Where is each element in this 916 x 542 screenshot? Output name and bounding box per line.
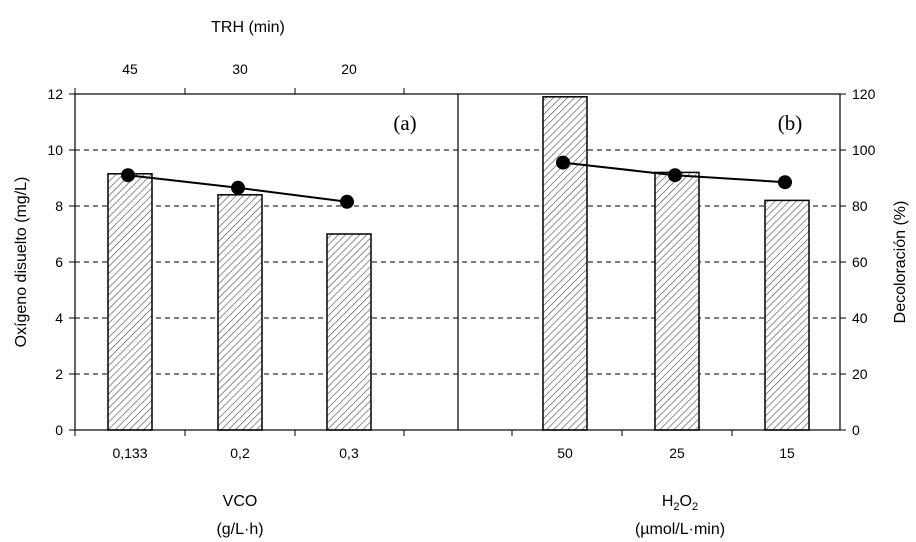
- x-category-label: 0,2: [230, 445, 250, 461]
- y-right-tick-label: 120: [852, 86, 876, 102]
- x-title-a-line1: VCO: [223, 493, 258, 510]
- x-title-b-h: H: [662, 493, 674, 510]
- x-title-b-sub2: 2: [692, 501, 698, 513]
- x-title-a-line2: (g/L·h): [216, 521, 263, 538]
- top-axis-title: TRH (min): [211, 19, 285, 36]
- bar: [542, 96, 588, 431]
- y-right-tick-label: 0: [852, 422, 860, 438]
- bar: [764, 199, 810, 431]
- axis-ticks: 0 0 2 20 4 40 6 60 8 80 10 100 12 120 0,133 0,2 0,3 50 25 1…: [47, 86, 875, 461]
- bar: [217, 194, 263, 431]
- data-point: [668, 168, 682, 183]
- x-title-b-line2: (µmol/L·min): [635, 521, 725, 538]
- y-left-tick-label: 6: [55, 254, 63, 270]
- data-point: [231, 180, 245, 195]
- top-axis-label-45: 45: [122, 61, 138, 77]
- y-right-tick-label: 100: [852, 142, 876, 158]
- x-category-label: 0,3: [339, 445, 359, 461]
- y-right-tick-label: 20: [852, 366, 868, 382]
- top-axis-label-30: 30: [232, 61, 248, 77]
- y-left-tick-label: 4: [55, 310, 63, 326]
- y-left-tick-label: 2: [55, 366, 63, 382]
- x-title-b-o: O: [680, 493, 692, 510]
- data-point: [121, 168, 135, 183]
- y-right-title: Decoloración (%): [892, 201, 909, 324]
- panel-label-b: (b): [778, 111, 803, 135]
- data-point: [556, 155, 570, 170]
- y-left-tick-label: 12: [47, 86, 63, 102]
- series-lines: [121, 155, 792, 209]
- bar: [107, 173, 153, 431]
- panel-label-a: (a): [393, 111, 416, 135]
- x-category-label: 0,133: [112, 445, 147, 461]
- y-left-tick-label: 10: [47, 142, 63, 158]
- data-point: [340, 194, 354, 209]
- x-title-b-line1: H2O2: [662, 493, 698, 513]
- y-right-tick-label: 60: [852, 254, 868, 270]
- y-left-tick-label: 0: [55, 422, 63, 438]
- bars: [107, 96, 810, 431]
- y-right-tick-label: 80: [852, 198, 868, 214]
- x-category-label: 25: [669, 445, 685, 461]
- x-title-b-sub1: 2: [673, 501, 679, 513]
- y-left-tick-label: 8: [55, 198, 63, 214]
- y-left-title: Oxígeno disuelto (mg/L): [13, 177, 30, 348]
- top-axis-label-20: 20: [341, 61, 357, 77]
- data-point: [778, 175, 792, 190]
- x-category-label: 50: [557, 445, 573, 461]
- y-right-tick-label: 40: [852, 310, 868, 326]
- bar: [654, 171, 700, 431]
- x-category-label: 15: [779, 445, 795, 461]
- bar: [326, 233, 372, 431]
